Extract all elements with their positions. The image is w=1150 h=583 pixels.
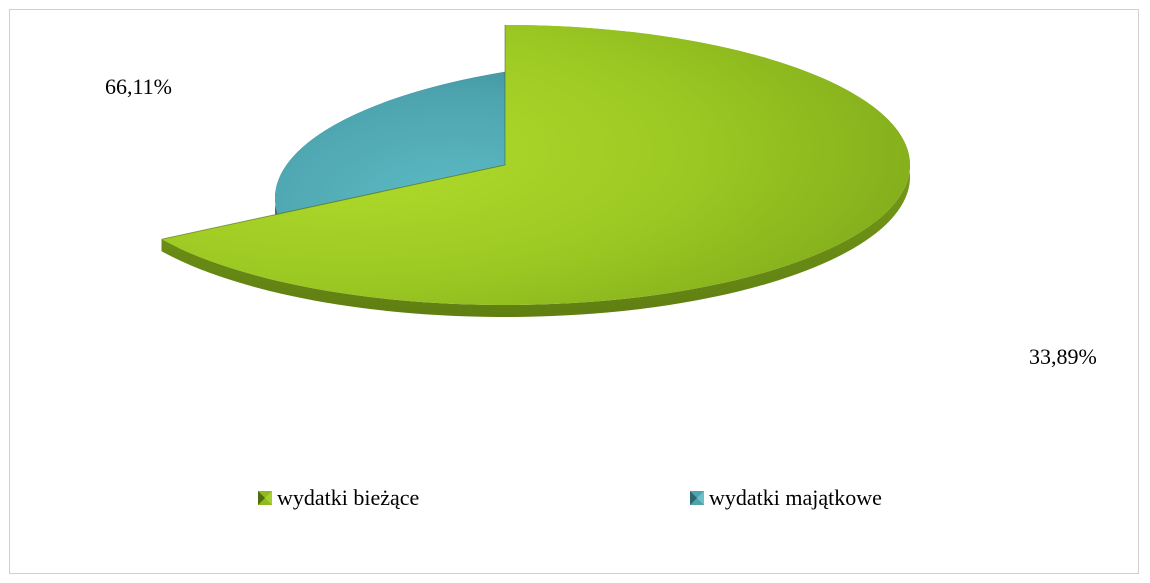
legend-label-wydatki-biezace: wydatki bieżące xyxy=(277,485,419,510)
legend-item-wydatki-majatkowe[interactable]: wydatki majątkowe xyxy=(690,485,882,510)
pie-slice-edge xyxy=(161,25,506,240)
pie-slice-wydatki-biezace[interactable] xyxy=(161,25,911,317)
legend: wydatki bieżące wydatki majątkowe xyxy=(258,485,882,510)
data-label-wydatki-biezace: 66,11% xyxy=(105,74,172,99)
legend-label-wydatki-majatkowe: wydatki majątkowe xyxy=(709,485,882,510)
data-label-wydatki-majatkowe: 33,89% xyxy=(1029,344,1097,369)
pie-slice-top xyxy=(161,25,911,305)
legend-item-wydatki-biezace[interactable]: wydatki bieżące xyxy=(258,485,419,510)
legend-swatch-blue-icon xyxy=(690,491,704,505)
pie-slices xyxy=(161,25,911,317)
legend-swatch-green-icon xyxy=(258,491,272,505)
